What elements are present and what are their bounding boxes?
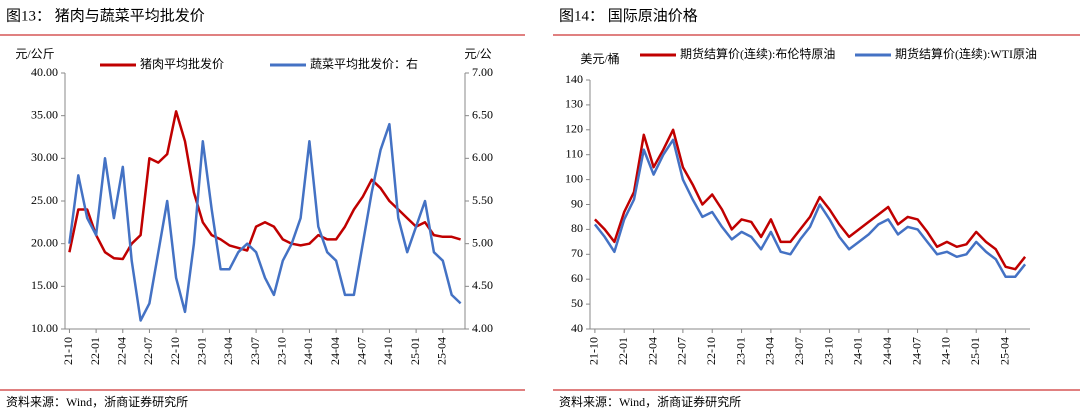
x-tick-label: 24-01 xyxy=(301,337,315,365)
x-tick-label: 23-10 xyxy=(821,337,835,365)
x-tick-label: 25-01 xyxy=(408,337,422,365)
y-axis-label: 美元/桶 xyxy=(580,51,619,66)
x-tick-label: 23-01 xyxy=(733,337,747,365)
y-tick-label: 20.00 xyxy=(31,235,58,249)
y-tick-label: 120 xyxy=(565,122,583,136)
y-axis-label: 元/公斤 xyxy=(15,47,54,61)
x-tick-label: 22-10 xyxy=(168,337,182,365)
series-line xyxy=(68,122,462,322)
x-tick-label: 24-07 xyxy=(909,337,923,365)
y-tick-label: 100 xyxy=(565,171,583,185)
source: 资料来源：Wind，浙商证券研究所 xyxy=(6,394,188,409)
x-tick-label: 22-01 xyxy=(88,337,102,365)
x-tick-label: 25-04 xyxy=(435,337,449,365)
x-tick-label: 23-01 xyxy=(195,337,209,365)
x-tick-label: 23-04 xyxy=(221,337,235,365)
x-tick-label: 24-04 xyxy=(328,337,342,365)
y-tick-label: 60 xyxy=(571,271,583,285)
x-tick-label: 22-07 xyxy=(675,337,689,365)
series-line xyxy=(593,138,1027,278)
y2-tick-label: 5.00 xyxy=(472,235,493,249)
series-line xyxy=(594,128,1027,271)
y2-tick-label: 5.50 xyxy=(472,193,493,207)
x-tick-label: 24-01 xyxy=(851,337,865,365)
legend-label: 期货结算价(连续):布伦特原油 xyxy=(680,46,835,61)
y-tick-label: 35.00 xyxy=(31,107,58,121)
y-tick-label: 40 xyxy=(571,321,583,335)
y2-tick-label: 4.00 xyxy=(472,321,493,335)
y2-axis-label: 元/公 xyxy=(464,47,491,61)
y2-tick-label: 7.00 xyxy=(472,65,493,79)
y2-tick-label: 6.50 xyxy=(472,107,493,121)
x-tick-label: 23-04 xyxy=(763,337,777,365)
series-line xyxy=(68,110,461,261)
chart-title: 图14： 国际原油价格 xyxy=(559,7,698,24)
y-tick-label: 40.00 xyxy=(31,65,58,79)
x-tick-label: 25-01 xyxy=(968,337,982,365)
x-tick-label: 23-07 xyxy=(248,337,262,365)
y-tick-label: 10.00 xyxy=(31,321,58,335)
x-tick-label: 21-10 xyxy=(61,337,75,365)
y-tick-label: 110 xyxy=(565,146,583,160)
y-tick-label: 90 xyxy=(571,196,583,210)
y-tick-label: 80 xyxy=(571,221,583,235)
y-tick-label: 30.00 xyxy=(31,150,58,164)
legend-label: 期货结算价(连续):WTI原油 xyxy=(895,46,1037,61)
y-tick-label: 130 xyxy=(565,97,583,111)
y-tick-label: 15.00 xyxy=(31,278,58,292)
x-tick-label: 22-04 xyxy=(645,337,659,365)
source: 资料来源：Wind，浙商证券研究所 xyxy=(559,394,741,409)
x-tick-label: 25-04 xyxy=(997,337,1011,365)
chart-title: 图13： 猪肉与蔬菜平均批发价 xyxy=(6,7,205,24)
x-tick-label: 21-10 xyxy=(587,337,601,365)
x-tick-label: 22-01 xyxy=(616,337,630,365)
x-tick-label: 22-10 xyxy=(704,337,718,365)
y-tick-label: 140 xyxy=(565,72,583,86)
x-tick-label: 23-07 xyxy=(792,337,806,365)
x-tick-label: 22-07 xyxy=(141,337,155,365)
x-tick-label: 22-04 xyxy=(115,337,129,365)
y2-tick-label: 6.00 xyxy=(472,150,493,164)
y-tick-label: 25.00 xyxy=(31,193,58,207)
x-tick-label: 24-07 xyxy=(355,337,369,365)
x-tick-label: 24-10 xyxy=(381,337,395,365)
y-tick-label: 70 xyxy=(571,246,583,260)
x-tick-label: 24-04 xyxy=(880,337,894,365)
y-tick-label: 50 xyxy=(571,296,583,310)
x-tick-label: 23-10 xyxy=(275,337,289,365)
legend-label: 蔬菜平均批发价：右 xyxy=(310,56,418,71)
y2-tick-label: 4.50 xyxy=(472,278,493,292)
legend-label: 猪肉平均批发价 xyxy=(140,56,224,71)
x-tick-label: 24-10 xyxy=(939,337,953,365)
